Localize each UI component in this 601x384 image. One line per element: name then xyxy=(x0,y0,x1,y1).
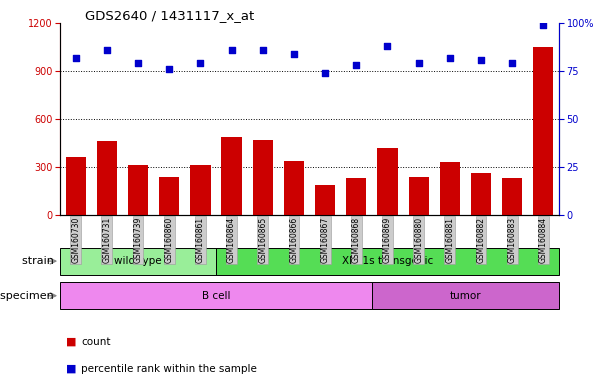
Point xyxy=(258,47,267,53)
Bar xyxy=(315,185,335,215)
Text: GSM160868: GSM160868 xyxy=(352,217,361,263)
Point xyxy=(195,60,205,66)
Text: GDS2640 / 1431117_x_at: GDS2640 / 1431117_x_at xyxy=(85,9,254,22)
Point xyxy=(538,22,548,28)
Bar xyxy=(97,141,117,215)
Bar xyxy=(128,166,148,215)
Text: count: count xyxy=(81,337,111,347)
Bar xyxy=(502,178,522,215)
Text: GSM160867: GSM160867 xyxy=(320,217,329,263)
Text: GSM160865: GSM160865 xyxy=(258,217,267,263)
Text: GSM160861: GSM160861 xyxy=(196,217,205,263)
Point xyxy=(227,47,236,53)
Bar xyxy=(377,148,398,215)
Bar xyxy=(533,47,554,215)
Text: GSM160884: GSM160884 xyxy=(539,217,548,263)
Point xyxy=(102,47,112,53)
Text: GSM160739: GSM160739 xyxy=(133,217,142,263)
Point xyxy=(71,55,81,61)
Text: GSM160866: GSM160866 xyxy=(290,217,299,263)
Text: specimen: specimen xyxy=(0,291,57,301)
Bar xyxy=(60,248,216,275)
Point xyxy=(165,66,174,72)
Text: wild type: wild type xyxy=(114,256,162,266)
Bar xyxy=(252,140,273,215)
Point xyxy=(507,60,517,66)
Text: ■: ■ xyxy=(66,364,76,374)
Point xyxy=(289,51,299,57)
Bar xyxy=(409,177,429,215)
Text: GSM160880: GSM160880 xyxy=(414,217,423,263)
Bar xyxy=(440,162,460,215)
Text: strain: strain xyxy=(22,256,57,266)
Text: GSM160881: GSM160881 xyxy=(445,217,454,263)
Text: GSM160731: GSM160731 xyxy=(102,217,111,263)
Bar xyxy=(191,166,210,215)
Text: GSM160730: GSM160730 xyxy=(71,217,80,263)
Text: GSM160883: GSM160883 xyxy=(508,217,517,263)
Bar xyxy=(216,248,559,275)
Point xyxy=(414,60,424,66)
Text: GSM160869: GSM160869 xyxy=(383,217,392,263)
Point xyxy=(476,56,486,63)
Text: GSM160864: GSM160864 xyxy=(227,217,236,263)
Text: ■: ■ xyxy=(66,337,76,347)
Text: tumor: tumor xyxy=(450,291,481,301)
Point xyxy=(445,55,454,61)
Bar xyxy=(159,177,179,215)
Bar xyxy=(471,173,491,215)
Text: XBP1s transgenic: XBP1s transgenic xyxy=(342,256,433,266)
Text: GSM160860: GSM160860 xyxy=(165,217,174,263)
Bar xyxy=(372,282,559,309)
Bar xyxy=(221,137,242,215)
Point xyxy=(133,60,143,66)
Point xyxy=(383,43,392,49)
Point xyxy=(320,70,330,76)
Text: B cell: B cell xyxy=(202,291,230,301)
Bar xyxy=(66,157,86,215)
Text: GSM160882: GSM160882 xyxy=(477,217,486,263)
Point xyxy=(352,62,361,68)
Bar xyxy=(284,161,304,215)
Bar xyxy=(60,282,372,309)
Bar xyxy=(346,178,367,215)
Text: percentile rank within the sample: percentile rank within the sample xyxy=(81,364,257,374)
